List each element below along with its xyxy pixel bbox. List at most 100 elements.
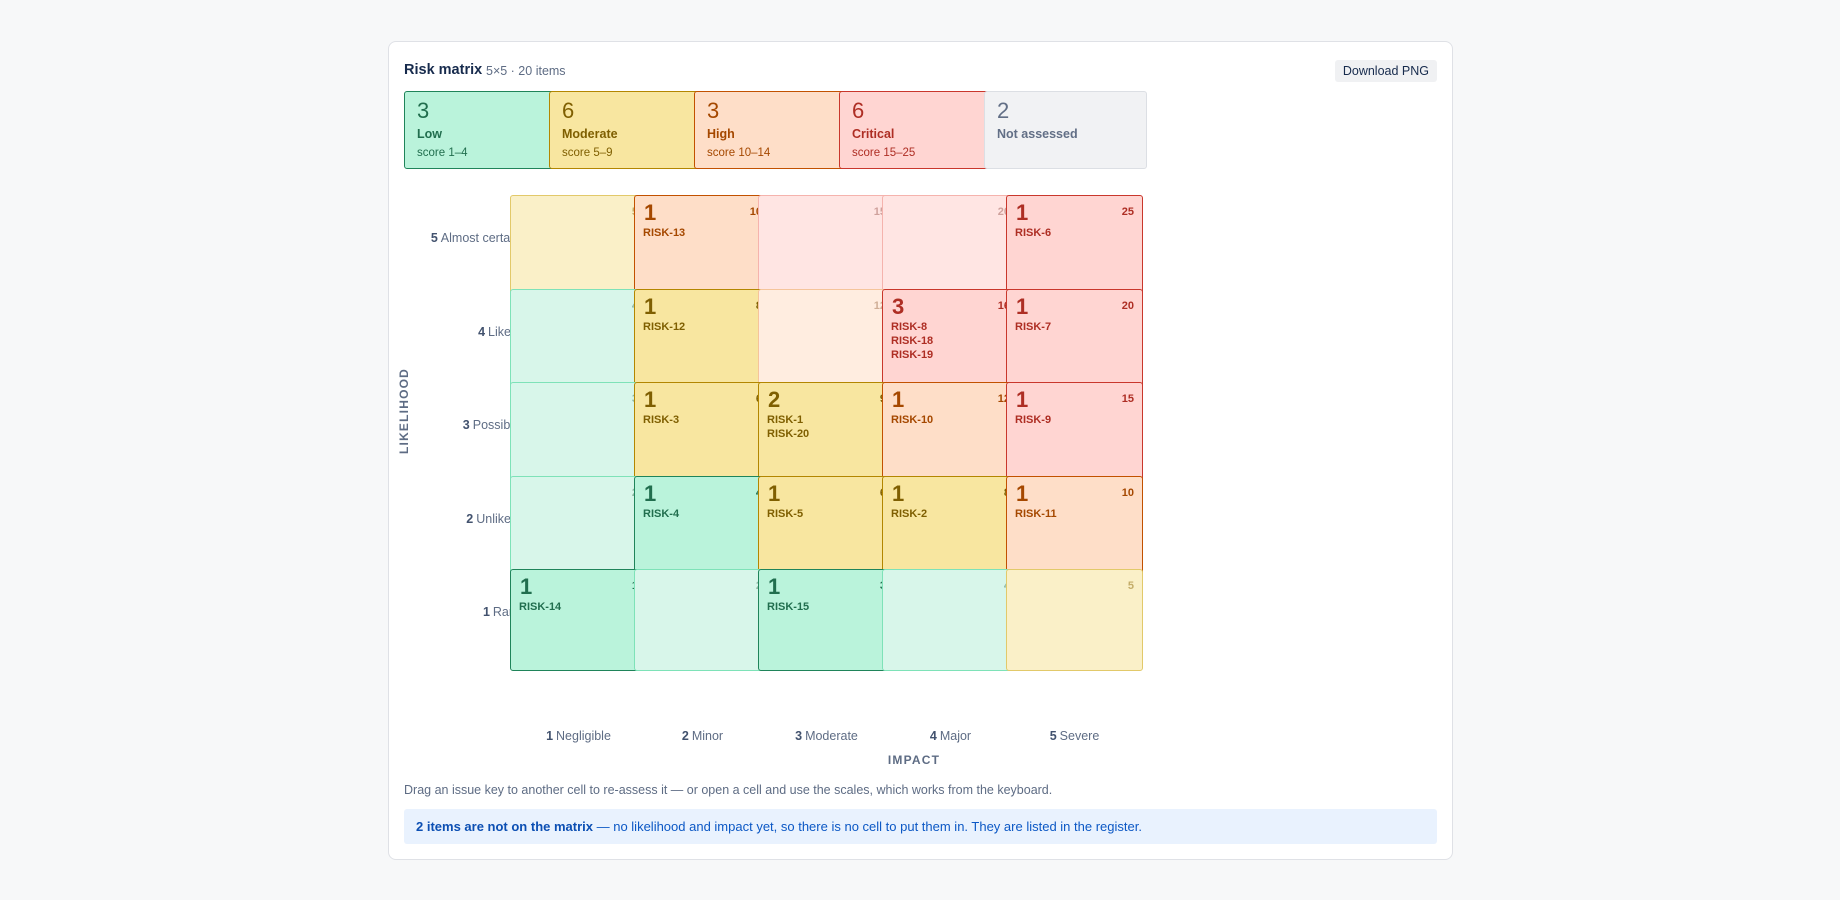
likelihood-text: Possible <box>472 418 520 432</box>
matrix-cell[interactable]: 15 1 RISK-9 <box>1006 382 1143 484</box>
likelihood-number: 3 <box>462 418 470 432</box>
risk-key[interactable]: RISK-18 <box>891 335 934 347</box>
download-png-button[interactable]: Download PNG <box>1334 60 1437 82</box>
risk-key[interactable]: RISK-9 <box>1015 414 1052 426</box>
risk-key[interactable]: RISK-8 <box>891 321 928 333</box>
matrix-cell[interactable]: 12 1 RISK-10 <box>882 382 1019 484</box>
impact-number: 2 <box>681 729 689 743</box>
matrix-cell[interactable]: 12 <box>758 289 895 391</box>
likelihood-number: 4 <box>478 325 486 339</box>
risk-key[interactable]: RISK-2 <box>891 508 928 520</box>
risk-key[interactable]: RISK-7 <box>1015 321 1052 333</box>
matrix-cell[interactable]: 20 1 RISK-7 <box>1006 289 1143 391</box>
impact-text: Moderate <box>805 729 858 743</box>
summary-label: Not assessed <box>997 127 1078 141</box>
likelihood-number: 1 <box>482 605 490 619</box>
likelihood-label: 1 Rare <box>389 604 520 620</box>
summary-score-range: score 1–4 <box>417 147 468 159</box>
cell-count: 1 <box>1016 294 1029 319</box>
summary-card-low: 3 Low score 1–4 <box>404 91 567 169</box>
risk-key[interactable]: RISK-5 <box>767 508 804 520</box>
summary-count: 6 <box>562 98 575 123</box>
matrix-cell[interactable]: 5 <box>1006 569 1143 671</box>
likelihood-label: 3 Possible <box>389 417 520 433</box>
cell-issue-keys: RISK-3 <box>643 413 679 427</box>
matrix-cell[interactable]: 15 <box>758 195 895 297</box>
impact-axis-title: IMPACT <box>887 753 941 767</box>
impact-number: 1 <box>546 729 554 743</box>
cell-issue-keys: RISK-10 <box>891 413 933 427</box>
matrix-cell[interactable]: 81RISK-12 <box>634 289 771 391</box>
impact-label: 3 Moderate <box>758 729 895 743</box>
likelihood-label: 4 Likely <box>389 324 520 340</box>
unassessed-notice: 2 items are not on the matrix — no likel… <box>404 809 1437 844</box>
cell-issue-keys: RISK-5 <box>767 507 803 521</box>
summary-card-moderate: 6 Moderate score 5–9 <box>549 91 712 169</box>
summary-card-high: 3 High score 10–14 <box>694 91 857 169</box>
risk-key[interactable]: RISK-4 <box>643 508 680 520</box>
likelihood-number: 2 <box>466 512 474 526</box>
cell-count: 1 <box>892 481 905 506</box>
matrix-cell[interactable]: 4 <box>510 289 647 391</box>
summary-score-range: score 10–14 <box>707 147 771 159</box>
risk-key[interactable]: RISK-6 <box>1015 227 1052 239</box>
likelihood-label: 2 Unlikely <box>389 511 520 527</box>
matrix-cell[interactable]: 25 1 RISK-6 <box>1006 195 1143 297</box>
risk-key[interactable]: RISK-13 <box>643 227 686 239</box>
summary-score-range: score 5–9 <box>562 147 613 159</box>
cell-count: 1 <box>1016 200 1029 225</box>
cell-issue-keys: RISK-14 <box>519 600 561 614</box>
matrix-cell[interactable]: 2 <box>634 569 771 671</box>
matrix-cell[interactable]: 2 <box>510 476 647 578</box>
cell-score: 25 <box>1121 206 1134 218</box>
risk-key[interactable]: RISK-20 <box>767 428 810 440</box>
impact-label: 4 Major <box>882 729 1019 743</box>
cell-issue-keys: RISK-12 <box>643 320 685 334</box>
matrix-cell[interactable]: 5 <box>510 195 647 297</box>
risk-key[interactable]: RISK-1 <box>767 414 804 426</box>
cell-issue-keys: RISK-6 <box>1015 226 1051 240</box>
summary-count: 3 <box>417 98 430 123</box>
matrix-cell[interactable]: 10 1 RISK-11 <box>1006 476 1143 578</box>
panel-title: Risk matrix <box>404 62 483 78</box>
matrix-cell[interactable]: 3 <box>510 382 647 484</box>
risk-key[interactable]: RISK-14 <box>519 601 562 613</box>
summary-cards: 3 Low score 1–4 6 Moderate score 5–9 3 High scor… <box>404 91 1244 169</box>
risk-key[interactable]: RISK-15 <box>767 601 810 613</box>
cell-count: 1 <box>892 387 905 412</box>
matrix-cell[interactable]: 31RISK-15 <box>758 569 895 671</box>
risk-key[interactable]: RISK-12 <box>643 321 686 333</box>
impact-number: 5 <box>1049 729 1057 743</box>
cell-issue-keys: RISK-15 <box>767 600 809 614</box>
impact-text: Severe <box>1059 729 1100 743</box>
impact-label: 5 Severe <box>1006 729 1143 743</box>
matrix-cell[interactable]: 4 <box>882 569 1019 671</box>
impact-label: 2 Minor <box>634 729 771 743</box>
matrix-cell[interactable]: 16 3 RISK-8 RISK-18 RISK-19 <box>882 289 1019 391</box>
cell-score: 5 <box>1127 580 1134 592</box>
panel-header: Risk matrix 5×5 · 20 items Download PNG <box>404 60 1437 84</box>
matrix-cell[interactable]: 10 1 RISK-13 <box>634 195 771 297</box>
cell-issue-keys: RISK-7 <box>1015 320 1051 334</box>
risk-key[interactable]: RISK-19 <box>891 349 934 361</box>
summary-card-critical: 6 Critical score 15–25 <box>839 91 1002 169</box>
risk-key[interactable]: RISK-3 <box>643 414 680 426</box>
cell-count: 1 <box>1016 387 1029 412</box>
cell-count: 1 <box>644 387 657 412</box>
summary-label: High <box>707 127 735 141</box>
summary-count: 6 <box>852 98 865 123</box>
impact-text: Minor <box>691 729 724 743</box>
summary-label: Low <box>417 127 442 141</box>
cell-count: 1 <box>1016 481 1029 506</box>
risk-key[interactable]: RISK-10 <box>891 414 934 426</box>
likelihood-text: Almost certain <box>440 231 520 245</box>
matrix-cell[interactable]: 81RISK-2 <box>882 476 1019 578</box>
risk-key[interactable]: RISK-11 <box>1015 508 1057 520</box>
matrix-cell[interactable]: 20 <box>882 195 1019 297</box>
likelihood-number: 5 <box>430 231 438 245</box>
